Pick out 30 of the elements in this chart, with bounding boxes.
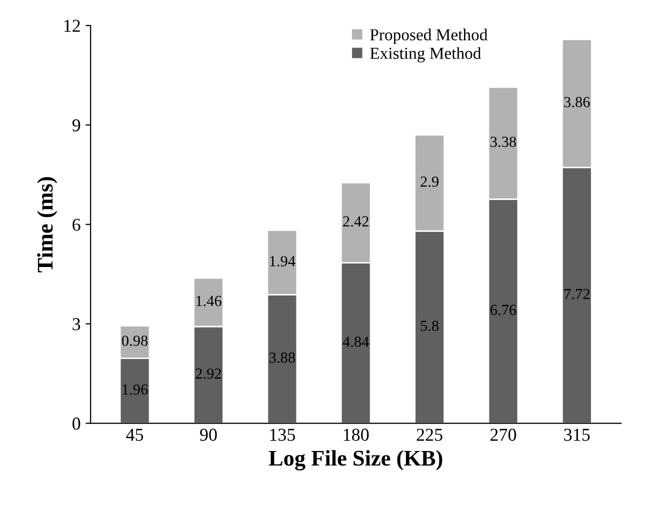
x-tick-label: 225 [416, 428, 442, 441]
data-label: 2.9 [420, 176, 438, 187]
x-tick-label: 45 [126, 428, 144, 441]
x-axis-title: Log File Size (KB) [268, 450, 442, 470]
data-label: 5.8 [420, 320, 438, 332]
data-label: 0.98 [122, 336, 148, 346]
x-tick-label: 315 [564, 428, 590, 441]
y-axis-title: Time (ms) [37, 177, 58, 272]
data-label: 1.46 [196, 296, 222, 306]
y-tick-label: 9 [72, 119, 80, 132]
x-tick-label: 270 [490, 428, 516, 441]
y-tick-label: 3 [72, 318, 80, 330]
data-label: 1.96 [122, 384, 148, 395]
data-label: 7.72 [564, 288, 590, 300]
data-label: 3.86 [564, 96, 590, 108]
data-label: 4.84 [342, 336, 369, 347]
legend-label: Existing Method [370, 47, 482, 62]
y-tick-label: 12 [64, 20, 80, 32]
data-label: 3.88 [270, 352, 295, 363]
data-label: 2.42 [343, 216, 368, 227]
y-tick-label: 6 [72, 218, 80, 231]
y-tick-label: 0 [72, 418, 80, 430]
legend-label: Proposed Method [370, 28, 488, 44]
data-label: 1.94 [270, 256, 296, 266]
x-tick-label: 135 [270, 428, 295, 441]
data-label: 2.92 [196, 368, 222, 379]
x-tick-label: 180 [344, 428, 369, 441]
data-label: 3.38 [490, 136, 516, 148]
data-label: 6.76 [490, 304, 516, 316]
x-tick-label: 90 [200, 428, 217, 441]
